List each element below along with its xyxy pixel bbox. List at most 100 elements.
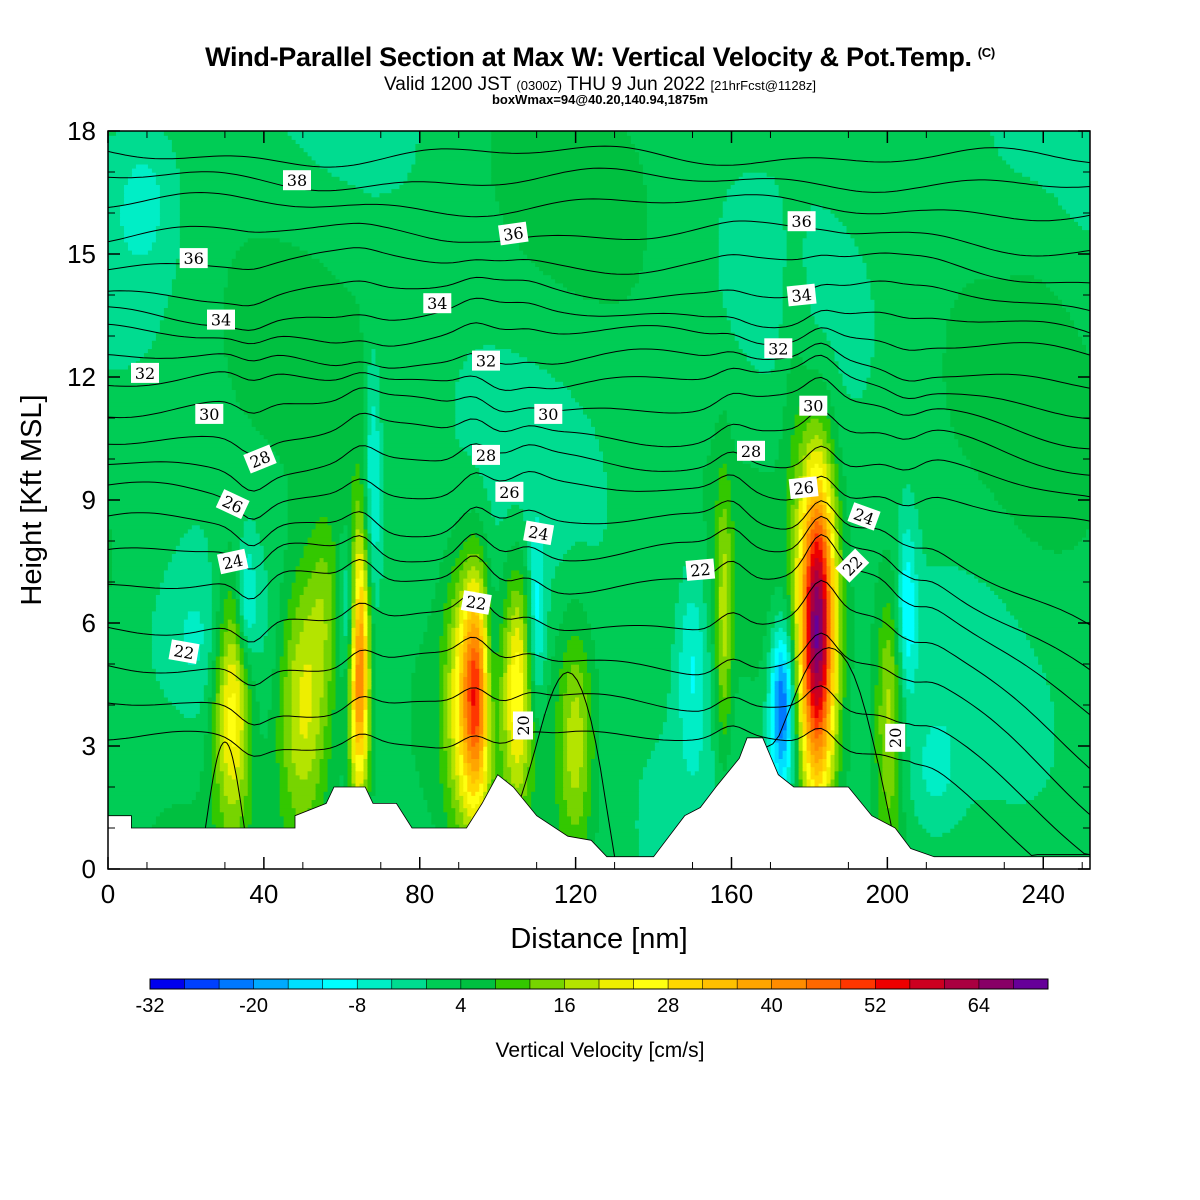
w-cell [535, 709, 548, 714]
w-cell [563, 713, 572, 718]
w-cell [882, 647, 892, 653]
w-cell [806, 700, 812, 706]
w-cell [327, 696, 337, 702]
w-cell [882, 774, 896, 780]
w-cell [922, 766, 951, 772]
w-cell [882, 778, 896, 784]
w-cell [798, 676, 804, 682]
w-cell [902, 684, 908, 690]
w-cell [718, 664, 732, 669]
w-cell [794, 709, 800, 714]
w-cell [718, 618, 724, 624]
w-cell [874, 729, 880, 735]
w-cell [774, 643, 780, 649]
w-cell [239, 741, 245, 747]
w-cell [215, 631, 221, 636]
w-cell [906, 684, 916, 690]
w-cell [371, 787, 377, 792]
w-cell [351, 639, 357, 645]
w-cell [283, 692, 293, 698]
w-cell [914, 799, 975, 805]
w-cell [351, 623, 357, 628]
w-cell [902, 766, 912, 772]
w-cell [275, 729, 285, 735]
w-cell [455, 643, 460, 649]
w-cell [810, 688, 824, 694]
w-cell [367, 635, 373, 641]
w-cell [563, 774, 572, 780]
w-cell [1054, 713, 1090, 718]
w-cell [203, 688, 213, 694]
w-cell [287, 655, 297, 661]
w-cell [822, 741, 828, 747]
w-cell [890, 713, 896, 718]
w-cell [870, 627, 880, 632]
w-cell [914, 803, 971, 809]
w-cell [463, 668, 468, 673]
w-cell [599, 754, 652, 759]
w-cell [491, 659, 504, 665]
w-cell [215, 659, 221, 665]
w-cell [108, 627, 153, 632]
w-cell [507, 762, 524, 768]
w-cell [503, 713, 508, 718]
w-cell [531, 643, 536, 649]
w-cell [363, 606, 369, 612]
w-cell [930, 729, 947, 735]
w-cell [211, 635, 217, 641]
w-cell [471, 639, 480, 645]
w-cell [151, 664, 209, 669]
w-cell [203, 737, 213, 743]
w-cell [898, 627, 904, 632]
w-cell [878, 766, 884, 772]
w-cell [830, 676, 836, 682]
w-cell [439, 688, 445, 694]
w-cell [351, 778, 357, 784]
w-cell [551, 659, 564, 665]
w-cell [511, 635, 520, 641]
w-cell [108, 614, 153, 620]
w-cell [271, 700, 281, 706]
w-cell [818, 770, 824, 776]
w-cell [778, 655, 784, 661]
w-cell [108, 684, 161, 690]
w-cell [842, 709, 852, 714]
w-cell [802, 623, 808, 628]
w-cell [894, 791, 900, 796]
w-cell [718, 688, 724, 694]
w-cell [591, 635, 676, 641]
w-cell [738, 680, 768, 686]
w-cell [475, 803, 484, 809]
w-cell [838, 610, 844, 616]
w-cell [283, 758, 293, 764]
w-cell [215, 778, 225, 784]
w-cell [710, 655, 716, 661]
w-cell [503, 754, 508, 759]
w-cell [527, 672, 532, 677]
w-cell [846, 639, 856, 645]
w-cell [247, 729, 253, 735]
w-cell [447, 758, 452, 764]
w-cell [259, 709, 269, 714]
w-cell [535, 680, 544, 686]
w-cell [479, 774, 484, 780]
w-cell [726, 672, 732, 677]
w-cell [786, 741, 792, 747]
w-cell [523, 774, 528, 780]
w-cell [411, 684, 441, 690]
w-cell [495, 717, 500, 723]
w-cell [579, 668, 588, 673]
w-cell [706, 614, 712, 620]
w-cell [475, 700, 480, 706]
w-cell [279, 680, 285, 686]
w-cell [583, 758, 588, 764]
w-cell [702, 717, 712, 723]
w-cell [842, 762, 852, 768]
w-cell [1054, 737, 1090, 743]
w-cell [375, 659, 417, 665]
w-cell [459, 807, 468, 813]
w-cell [802, 664, 808, 669]
w-cell [239, 782, 249, 788]
w-cell [902, 717, 908, 723]
w-cell [455, 725, 460, 731]
